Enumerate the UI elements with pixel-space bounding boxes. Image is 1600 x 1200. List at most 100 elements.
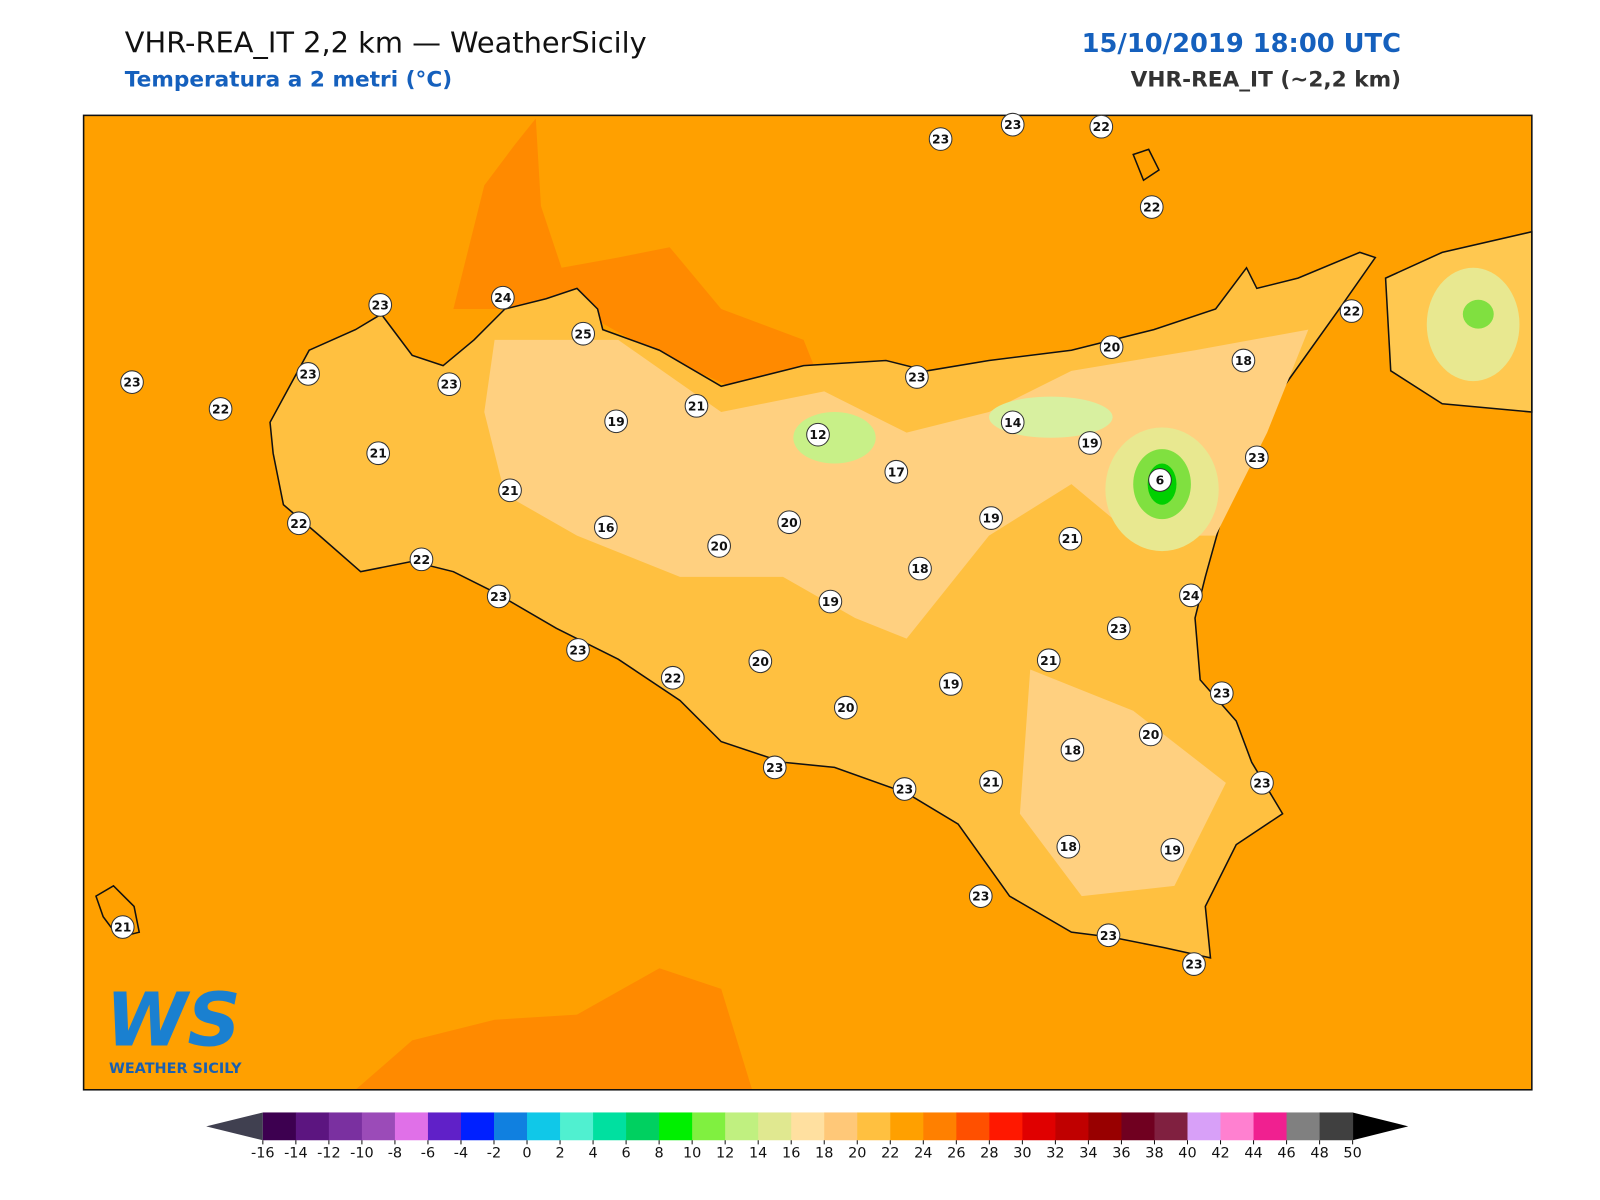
station-value: 22	[212, 402, 229, 416]
station-marker	[762, 755, 787, 780]
colorbar-box	[295, 1112, 330, 1141]
colorbar-tick-label: 18	[815, 1146, 833, 1162]
station-marker	[437, 372, 462, 397]
station-marker	[1000, 112, 1025, 137]
colorbar-tick-label: -12	[317, 1146, 341, 1162]
station-value: 20	[1142, 728, 1160, 742]
station-marker	[1209, 681, 1234, 706]
station-marker	[684, 393, 709, 418]
station-value: 23	[766, 761, 783, 775]
colorbar-box	[527, 1112, 561, 1141]
colorbar-tick-label: 20	[848, 1146, 866, 1162]
colorbar-box	[460, 1112, 495, 1141]
colorbar-box	[1022, 1112, 1056, 1141]
frame	[82, 114, 1533, 1091]
colorbar-box	[989, 1112, 1023, 1141]
station-marker	[1182, 952, 1206, 976]
station-value: 23	[1213, 687, 1230, 701]
colorbar-box	[427, 1112, 462, 1141]
station-marker	[566, 638, 590, 662]
cool-area	[1462, 299, 1494, 329]
colorbar-box	[1220, 1112, 1255, 1141]
station-marker	[1060, 738, 1085, 762]
station-marker	[1096, 923, 1121, 948]
station-value: 14	[1004, 416, 1022, 430]
station-value: 23	[1004, 118, 1021, 132]
warm-patch	[453, 118, 825, 392]
colorbar-tick-label: 40	[1178, 1146, 1196, 1162]
colorbar-tick-label: 14	[749, 1146, 767, 1162]
station-marker	[296, 362, 320, 386]
colorbar-over	[1352, 1112, 1409, 1141]
station-marker	[1099, 335, 1124, 359]
station-value: 25	[575, 327, 592, 341]
station-marker	[818, 589, 843, 614]
colorbar-box	[758, 1112, 792, 1141]
station-marker	[409, 547, 434, 572]
colorbar-under	[206, 1112, 263, 1141]
colorbar-box	[328, 1112, 363, 1141]
colorbar-tick-label: 46	[1277, 1146, 1295, 1162]
colorbar-box	[692, 1112, 726, 1141]
station-value: 23	[123, 376, 140, 390]
colorbar: -16 -14 -12 -10 -8 -6 -4 -2 0 2 4 6 8 10 12 14 16 18 20 22 2…	[206, 1112, 1409, 1162]
colorbar-tick-label: 34	[1079, 1146, 1097, 1162]
station-value: 23	[1248, 451, 1265, 465]
station-marker	[1106, 616, 1131, 641]
island	[1132, 148, 1160, 182]
station-value: 23	[569, 643, 586, 657]
colorbar-tick-label: 16	[782, 1146, 800, 1162]
station-value: 12	[809, 428, 826, 442]
station-value: 21	[1062, 532, 1079, 546]
colorbar-box	[791, 1112, 825, 1141]
station-marker	[979, 506, 1003, 530]
station-value: 23	[1253, 776, 1270, 790]
station-value: 22	[664, 671, 681, 685]
station-value: 22	[1143, 201, 1160, 215]
colorbar-box	[1286, 1112, 1321, 1141]
station-marker	[905, 365, 929, 389]
station-marker	[806, 422, 830, 447]
station-marker	[939, 672, 963, 696]
station-marker	[748, 649, 773, 674]
station-marker	[366, 441, 391, 466]
station-marker	[571, 321, 596, 346]
station-value: 19	[1164, 843, 1181, 857]
station-marker	[498, 478, 522, 503]
station-marker	[1056, 834, 1081, 859]
cool-area	[793, 412, 876, 464]
colorbar-box	[725, 1112, 759, 1141]
station-marker	[593, 515, 618, 540]
colorbar-box	[262, 1112, 297, 1141]
colorbar-tick-label: -10	[350, 1146, 374, 1162]
station-marker	[833, 695, 858, 720]
colorbar-box	[956, 1112, 990, 1141]
colorbar-tick-label: -2	[487, 1146, 501, 1162]
station-marker	[1058, 526, 1083, 551]
colorbar-box	[659, 1112, 693, 1141]
station-value: 22	[1343, 305, 1360, 319]
colorbar-tick-label: 4	[588, 1146, 597, 1162]
station-marker	[707, 534, 731, 558]
station-marker	[490, 285, 515, 310]
station-value: 24	[1182, 589, 1200, 603]
station-value: 23	[300, 367, 317, 381]
station-value: 17	[888, 465, 905, 479]
station-marker	[1179, 583, 1203, 608]
station-marker	[884, 459, 909, 484]
station-value: 23	[372, 298, 389, 312]
station-marker	[777, 510, 802, 535]
station-value: 19	[822, 595, 839, 609]
colorbar-tick-label: 42	[1211, 1146, 1229, 1162]
station-marker	[979, 769, 1003, 794]
colorbar-tick-label: -14	[284, 1146, 308, 1162]
station-value: 20	[837, 701, 855, 715]
station-marker	[1160, 837, 1185, 862]
date: 15/10/2019 18:00 UTC	[1082, 29, 1401, 59]
station-marker	[1250, 770, 1274, 795]
station-marker	[604, 409, 628, 434]
station-value: 23	[896, 783, 913, 797]
station-value: 24	[494, 291, 512, 305]
station-marker	[928, 127, 953, 151]
